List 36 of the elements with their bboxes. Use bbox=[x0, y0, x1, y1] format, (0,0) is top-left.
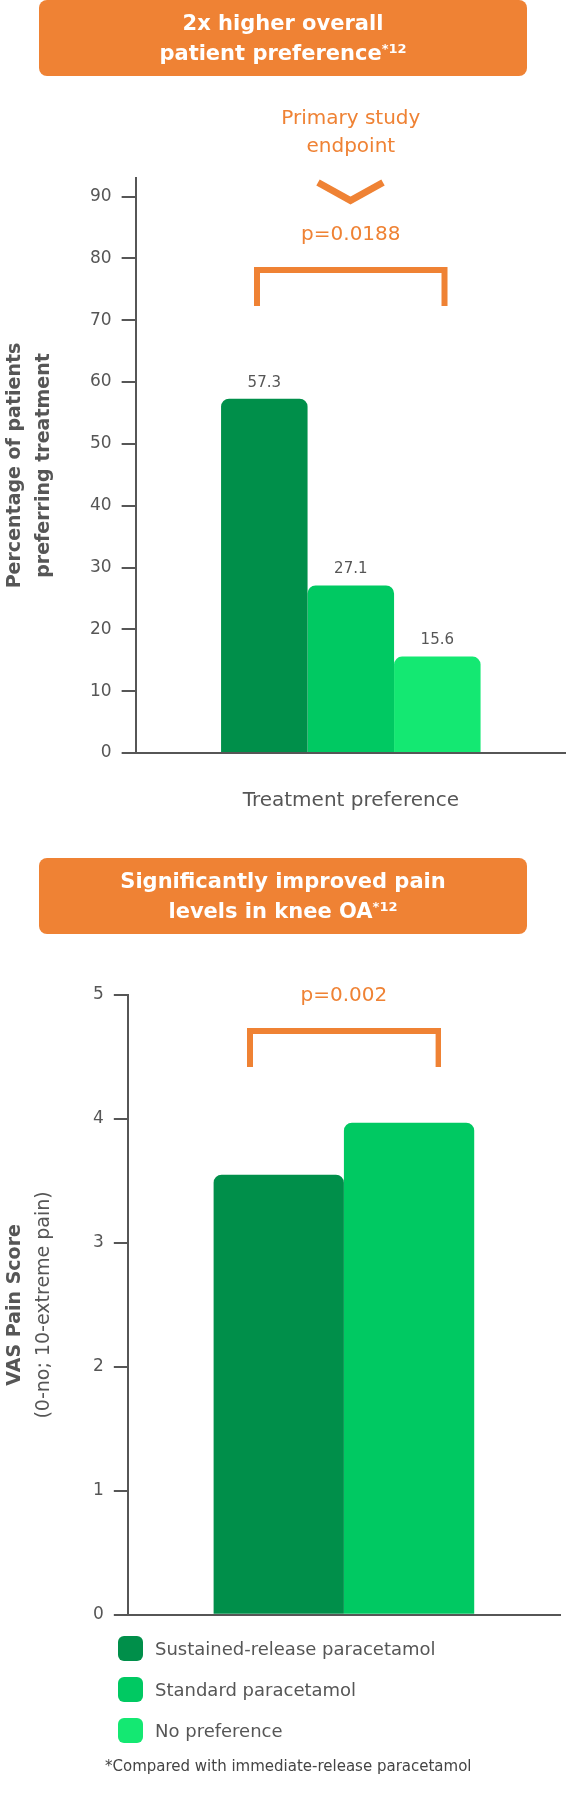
y-axis-title: VAS Pain Score (0-no; 10-extreme pain) bbox=[1, 1191, 53, 1419]
banner: 2x higher overall patient preference$^{*12}$ bbox=[39, 0, 527, 76]
text: Primary study endpoint bbox=[281, 105, 421, 158]
y-tick-label: 0 bbox=[92, 1603, 104, 1624]
text: *Compared with immediate-release paracetamol bbox=[105, 1757, 473, 1775]
x-axis-title: Treatment preference bbox=[241, 787, 459, 812]
y-tick-label: 5 bbox=[92, 983, 104, 1004]
y-tick-label: 10 bbox=[89, 679, 112, 700]
y-tick-label: 60 bbox=[89, 370, 112, 391]
legend-label: No preference bbox=[155, 1720, 283, 1741]
annotation: p=0.002 bbox=[300, 982, 388, 1007]
y-tick-label: 1 bbox=[92, 1479, 104, 1500]
bar bbox=[307, 585, 395, 752]
y-tick-label: 3 bbox=[92, 1231, 104, 1252]
chart-title: Significantly improved pain levels in knee OA$^{*12}$ bbox=[119, 868, 447, 925]
y-tick-label: 2 bbox=[92, 1355, 104, 1376]
y-tick-label: 0 bbox=[100, 741, 112, 762]
y-tick-label: 70 bbox=[89, 308, 112, 329]
data-label: 27.1 bbox=[334, 559, 368, 578]
y-tick-label: 90 bbox=[89, 184, 112, 205]
chart-title: 2x higher overall patient preference$^{*12}$ bbox=[158, 10, 408, 67]
y-tick-label: 50 bbox=[89, 432, 112, 453]
legend-label: Sustained-release paracetamol bbox=[155, 1638, 436, 1659]
y-tick-label: 4 bbox=[92, 1107, 104, 1128]
data-label: 15.6 bbox=[420, 630, 455, 649]
banner: Significantly improved pain levels in knee OA$^{*12}$ bbox=[39, 858, 527, 934]
y-tick-label: 80 bbox=[89, 246, 112, 267]
data-label: 57.3 bbox=[247, 372, 282, 391]
bar bbox=[221, 398, 308, 752]
y-tick-label: 30 bbox=[89, 555, 112, 576]
y-tick-label: 40 bbox=[89, 494, 112, 515]
y-axis-title: Percentage of patients preferring treatment bbox=[1, 342, 53, 589]
legend-label: Standard paracetamol bbox=[155, 1679, 357, 1700]
y-tick-label: 20 bbox=[89, 617, 112, 638]
annotation: p=0.0188 bbox=[301, 221, 401, 246]
bar bbox=[394, 656, 481, 752]
